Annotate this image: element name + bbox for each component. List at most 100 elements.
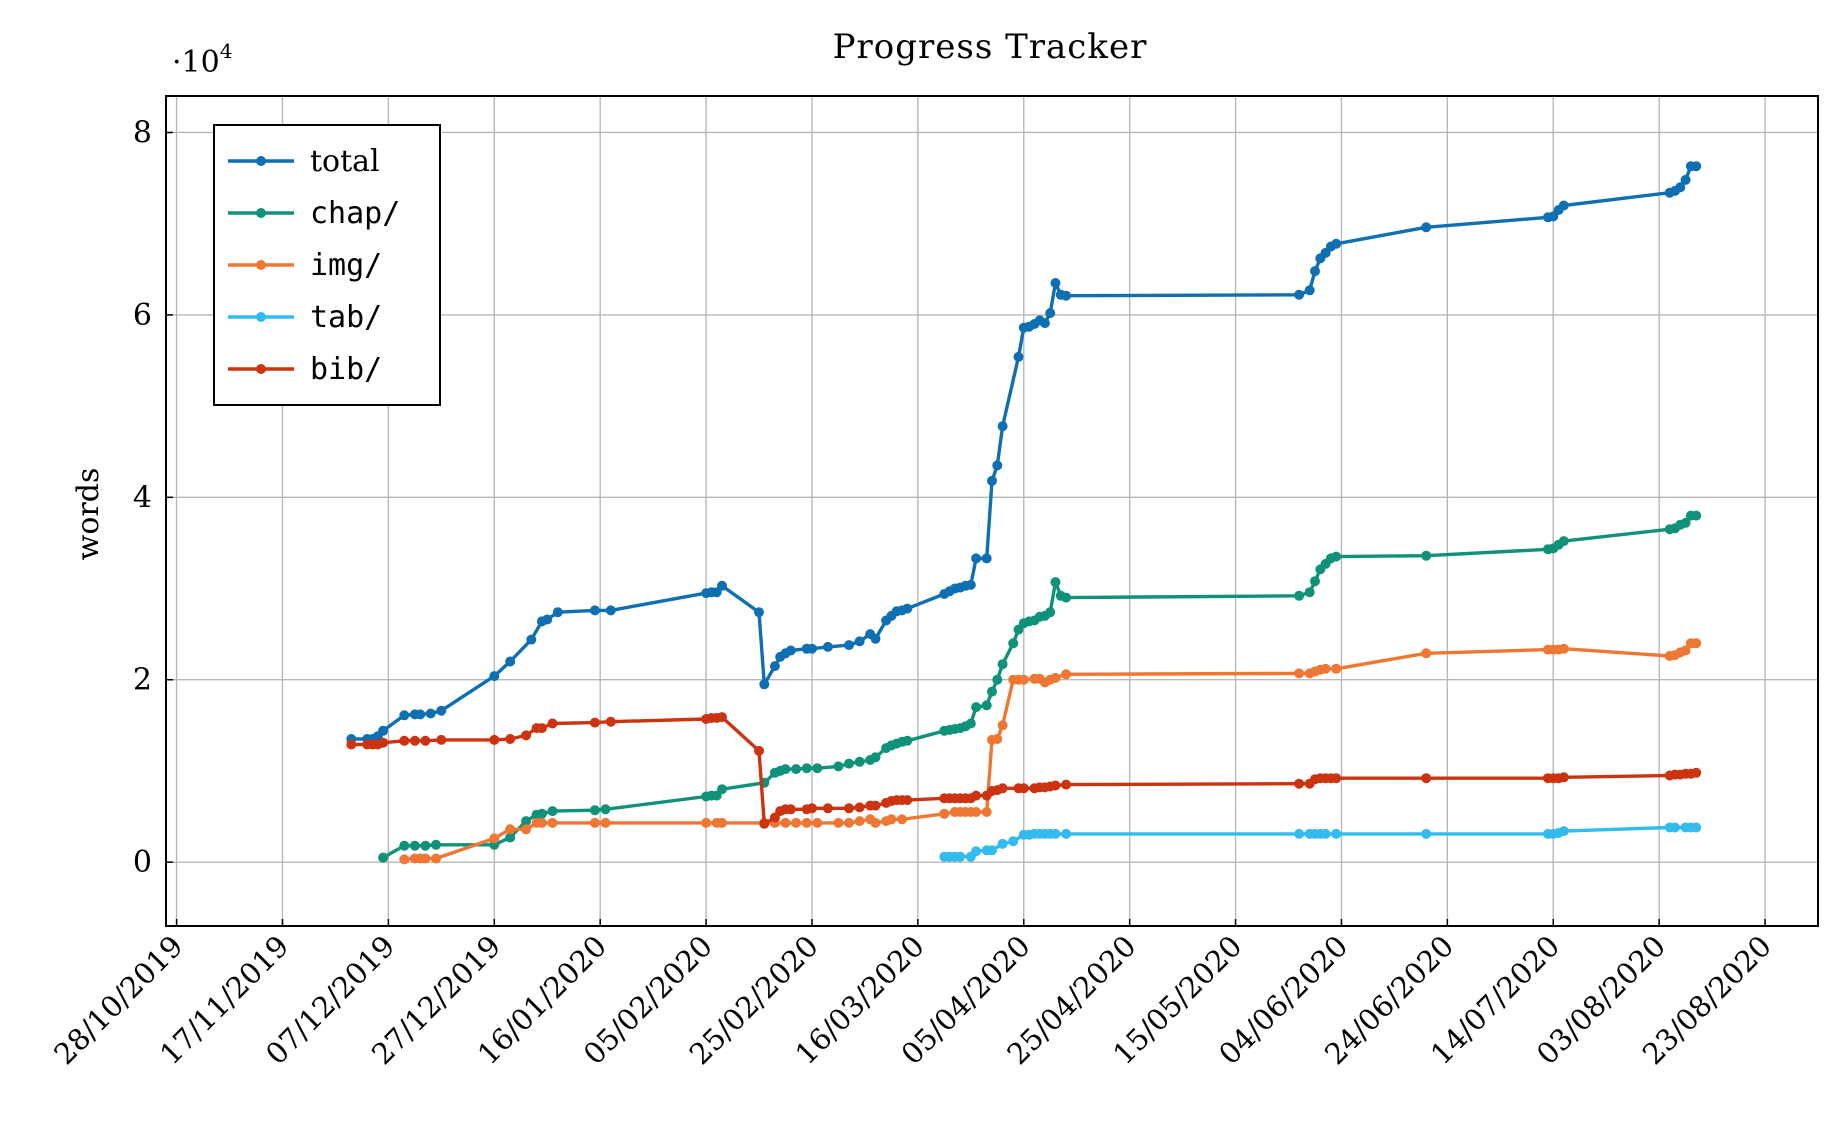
data-point	[992, 674, 1003, 685]
data-point	[759, 679, 770, 690]
y-multiplier-exponent: 4	[220, 39, 233, 63]
data-point	[791, 817, 802, 828]
data-point	[1558, 536, 1569, 547]
data-point	[547, 817, 558, 828]
data-point	[844, 817, 854, 828]
data-point	[997, 659, 1008, 670]
y-axis: 0 2 4 6 8	[133, 115, 173, 880]
data-point	[902, 603, 913, 614]
data-point	[1013, 351, 1024, 362]
data-point	[807, 803, 817, 814]
data-point	[1050, 278, 1061, 288]
data-point	[425, 708, 436, 719]
data-point	[801, 817, 812, 828]
legend-label: chap/	[310, 196, 400, 231]
data-point	[1039, 318, 1050, 329]
plot-frame	[165, 95, 1819, 927]
data-point	[1691, 510, 1702, 521]
data-point	[992, 734, 1003, 744]
data-point	[399, 710, 410, 721]
data-point	[971, 790, 982, 801]
data-point	[997, 838, 1008, 849]
data-point	[717, 712, 727, 723]
data-point	[505, 734, 516, 744]
data-point	[844, 803, 854, 814]
data-point	[436, 705, 447, 716]
data-point	[1294, 590, 1305, 601]
legend-label: tab/	[310, 300, 382, 335]
data-point	[1421, 648, 1432, 659]
data-point	[600, 817, 611, 828]
data-point	[1008, 836, 1019, 847]
data-point	[812, 817, 823, 828]
data-point	[346, 739, 357, 750]
data-point	[822, 641, 833, 652]
data-point	[431, 839, 441, 850]
data-point	[1294, 668, 1305, 679]
data-point	[1421, 550, 1432, 561]
data-point	[420, 840, 431, 851]
data-point	[1421, 222, 1432, 233]
data-point	[987, 845, 997, 856]
data-point	[378, 737, 389, 748]
data-point	[589, 817, 600, 828]
data-point	[542, 614, 553, 625]
data-point	[717, 817, 727, 828]
data-point	[1675, 182, 1686, 193]
data-point	[378, 852, 389, 863]
data-point	[536, 817, 547, 828]
data-point	[971, 807, 982, 817]
data-point	[1061, 592, 1072, 603]
data-point	[1304, 285, 1315, 296]
y-tick-label: 0	[133, 845, 152, 880]
series-img	[399, 638, 1702, 865]
data-point	[902, 735, 913, 746]
data-point	[600, 804, 611, 815]
data-point	[897, 814, 907, 825]
legend-label: img/	[310, 248, 382, 283]
data-point	[409, 840, 420, 851]
legend-swatch-marker	[256, 312, 266, 322]
chart-title: Progress Tracker	[833, 27, 1148, 67]
data-point	[854, 636, 865, 647]
data-point	[1294, 828, 1305, 839]
legend: total chap/img/tab/bib/	[213, 124, 441, 406]
data-point	[717, 580, 727, 591]
data-point	[521, 816, 532, 827]
y-multiplier-label: ·104	[172, 39, 232, 80]
data-point	[870, 752, 881, 763]
data-point	[521, 730, 532, 741]
data-point	[1050, 672, 1061, 683]
data-point	[759, 818, 770, 829]
data-point	[981, 553, 992, 564]
data-point	[589, 717, 600, 728]
data-point	[1061, 669, 1072, 680]
data-point	[1421, 828, 1432, 839]
data-point	[552, 607, 563, 618]
data-point	[1670, 822, 1680, 833]
data-point	[939, 808, 950, 819]
legend-label: bib/	[310, 352, 382, 387]
data-point	[844, 640, 854, 651]
data-point	[1331, 663, 1342, 674]
data-point	[505, 832, 516, 843]
data-point	[1320, 663, 1331, 674]
data-point	[1691, 822, 1702, 833]
data-point	[965, 579, 976, 590]
data-point	[701, 817, 712, 828]
legend-item: bib/	[228, 352, 382, 387]
data-point	[1558, 643, 1569, 654]
grid	[166, 96, 1818, 926]
data-point	[769, 661, 780, 672]
data-point	[1558, 826, 1569, 837]
data-point	[1691, 638, 1702, 649]
data-point	[981, 807, 992, 817]
legend-item: total	[228, 144, 380, 179]
data-point	[844, 758, 854, 769]
data-point	[1691, 161, 1702, 172]
data-point	[812, 763, 823, 774]
data-point	[1320, 828, 1331, 839]
y-tick-label: 8	[133, 115, 152, 150]
data-point	[431, 853, 441, 864]
